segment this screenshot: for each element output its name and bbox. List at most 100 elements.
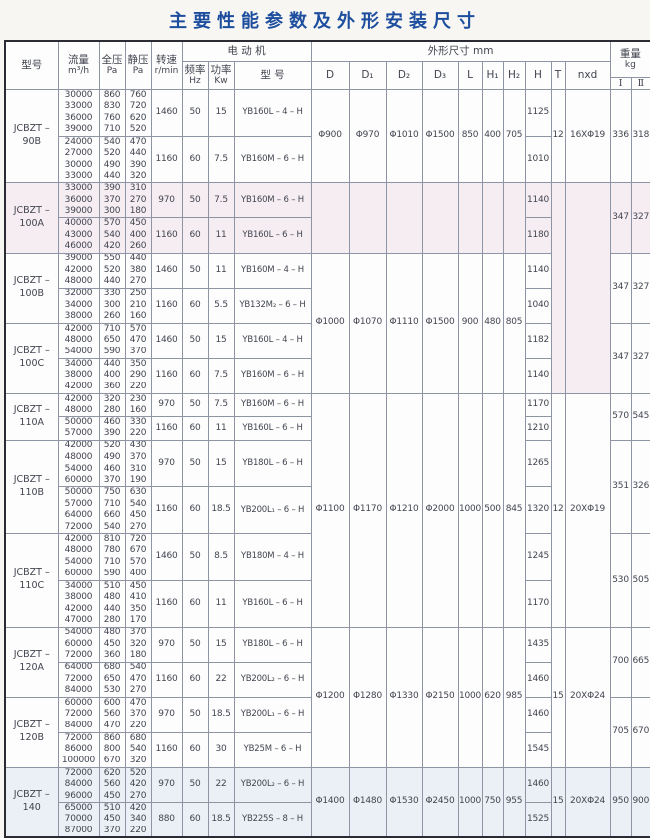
weight-1-cell: 705 [610,697,632,768]
dim-h-cell: 1040 [525,288,552,324]
table-row: 34000 300 210 [5,299,650,312]
table-row: 24000 540 470 1160 60 7.5 YB160M – 6 – H 1010 [5,136,650,184]
motor-model-cell: YB160M – 4 – H [234,253,312,289]
speed-cell: 1160 [151,486,183,535]
static-pressure-cell: 350 [125,603,152,616]
total-pressure-cell: 520 [99,440,126,452]
model-cell: JCBZT –100A [5,182,59,254]
total-pressure-cell: 440 [99,603,126,616]
total-pressure-cell: 420 [99,241,126,254]
table-row: 30000 490 390 [5,159,650,172]
motor-model-cell: YB160M – 6 – H [234,136,312,184]
static-pressure-cell: 370 [125,346,152,359]
flow-cell: 48000 [58,545,100,557]
spec-table-body: JCBZT –90B 30000 860 760 1460 50 15 YB160L – 4 … [5,89,650,838]
power-cell: 15 [208,323,235,359]
col-header-dim-d3: D₃ [422,61,459,90]
dim-d-cell: Φ1100 [311,393,350,628]
total-pressure-cell: 710 [99,556,126,569]
static-pressure-cell: 450 [125,510,152,522]
speed-cell: 1160 [151,662,183,698]
col-header-dim-h2: H₂ [503,61,526,90]
total-pressure-cell: 450 [99,638,126,651]
dim-d-cell: Φ1000 [311,253,350,394]
static-pressure-cell: 220 [125,428,152,441]
table-row: 36000 760 620 [5,112,650,125]
motor-model-cell: YB160M – 6 – H [234,393,312,418]
dim-h1-cell: 400 [482,89,504,184]
flow-cell: 33000 [58,171,100,184]
static-pressure-cell: 180 [125,206,152,219]
total-pressure-cell: 460 [99,463,126,476]
col-header-model-label: 型号 [21,59,43,72]
dim-h-cell: 1525 [525,802,552,838]
table-row: 38000 400 290 [5,369,650,382]
static-pressure-cell: 720 [125,533,152,546]
flow-cell: 72000 [58,767,100,779]
dim-d3-cell [422,182,459,254]
total-pressure-cell: 260 [99,311,126,324]
bolt-nxd-cell [565,182,611,394]
static-pressure-cell: 540 [125,662,152,674]
table-row: 64000 680 540 1160 60 22 YB200L₂ – 6 – H 1460 [5,662,650,698]
weight-2-cell: 900 [631,767,650,838]
motor-model-cell: YB160M – 6 – H [234,358,312,394]
total-pressure-cell: 360 [99,381,126,394]
total-pressure-cell: 300 [99,206,126,219]
flow-cell: 50000 [58,416,100,429]
dim-d-cell [311,182,350,254]
dim-h-cell: 1320 [525,486,552,535]
static-pressure-cell: 250 [125,288,152,300]
dim-d-cell: Φ1400 [311,767,350,838]
group-header-motor: 电 动 机 [182,41,312,62]
total-pressure-cell: 760 [99,112,126,125]
total-pressure-cell: 710 [99,498,126,511]
static-pressure-cell: 520 [125,124,152,137]
weight-2-cell: 505 [631,533,650,628]
static-pressure-cell: 220 [125,825,152,838]
flow-cell: 54000 [58,627,100,639]
dim-h2-cell: 705 [503,89,526,184]
total-pressure-cell: 540 [99,521,126,535]
table-row: 72000 650 470 [5,673,650,686]
dim-l-cell: 850 [458,89,483,184]
static-pressure-cell: 210 [125,299,152,312]
spec-table: 型号 流量 m³/h 全压 Pa 静压 Pa 转速 r/min 电 动 机 外形尺寸 m… [4,40,650,838]
freq-cell: 60 [182,358,209,394]
table-row: 60000 590 400 [5,568,650,581]
col-header-dim-nxd: nxd [565,61,611,90]
flow-cell: 65000 [58,802,100,815]
total-pressure-cell: 390 [99,182,126,195]
total-pressure-cell: 800 [99,743,126,756]
bolt-nxd-cell: 16XΦ19 [565,89,611,184]
total-pressure-cell: 710 [99,323,126,335]
freq-cell: 60 [182,802,209,838]
motor-model-cell: YB132M₂ – 6 – H [234,288,312,324]
total-pressure-cell: 810 [99,533,126,546]
flow-cell: 72000 [58,521,100,535]
total-pressure-cell: 370 [99,194,126,207]
dim-h-cell: 1170 [525,393,552,418]
freq-cell: 50 [182,627,209,663]
flow-cell: 72000 [58,673,100,686]
speed-cell: 970 [151,767,183,803]
table-row: 39000 710 520 [5,124,650,137]
table-row: 57000 390 220 [5,428,650,441]
freq-label: 频率 [184,63,206,76]
flow-cell: 38000 [58,369,100,382]
total-pressure-cell: 490 [99,451,126,464]
power-cell: 7.5 [208,136,235,184]
static-pressure-cell: 270 [125,685,152,698]
dim-d2-cell: Φ1010 [386,89,423,184]
static-pressure-cell: 520 [125,767,152,779]
static-pressure-cell: 270 [125,521,152,535]
speed-label: 转速 [156,53,177,66]
speed-cell: 1160 [151,580,183,628]
total-pressure-cell: 300 [99,299,126,312]
dim-h1-cell: 480 [482,253,504,394]
motor-model-cell: YB200L₁ – 6 – H [234,486,312,535]
flow-cell: 34000 [58,580,100,592]
flow-cell: 42000 [58,381,100,394]
model-cell: JCBZT –120B [5,697,59,768]
group-header-dims: 外形尺寸 mm [311,41,611,62]
